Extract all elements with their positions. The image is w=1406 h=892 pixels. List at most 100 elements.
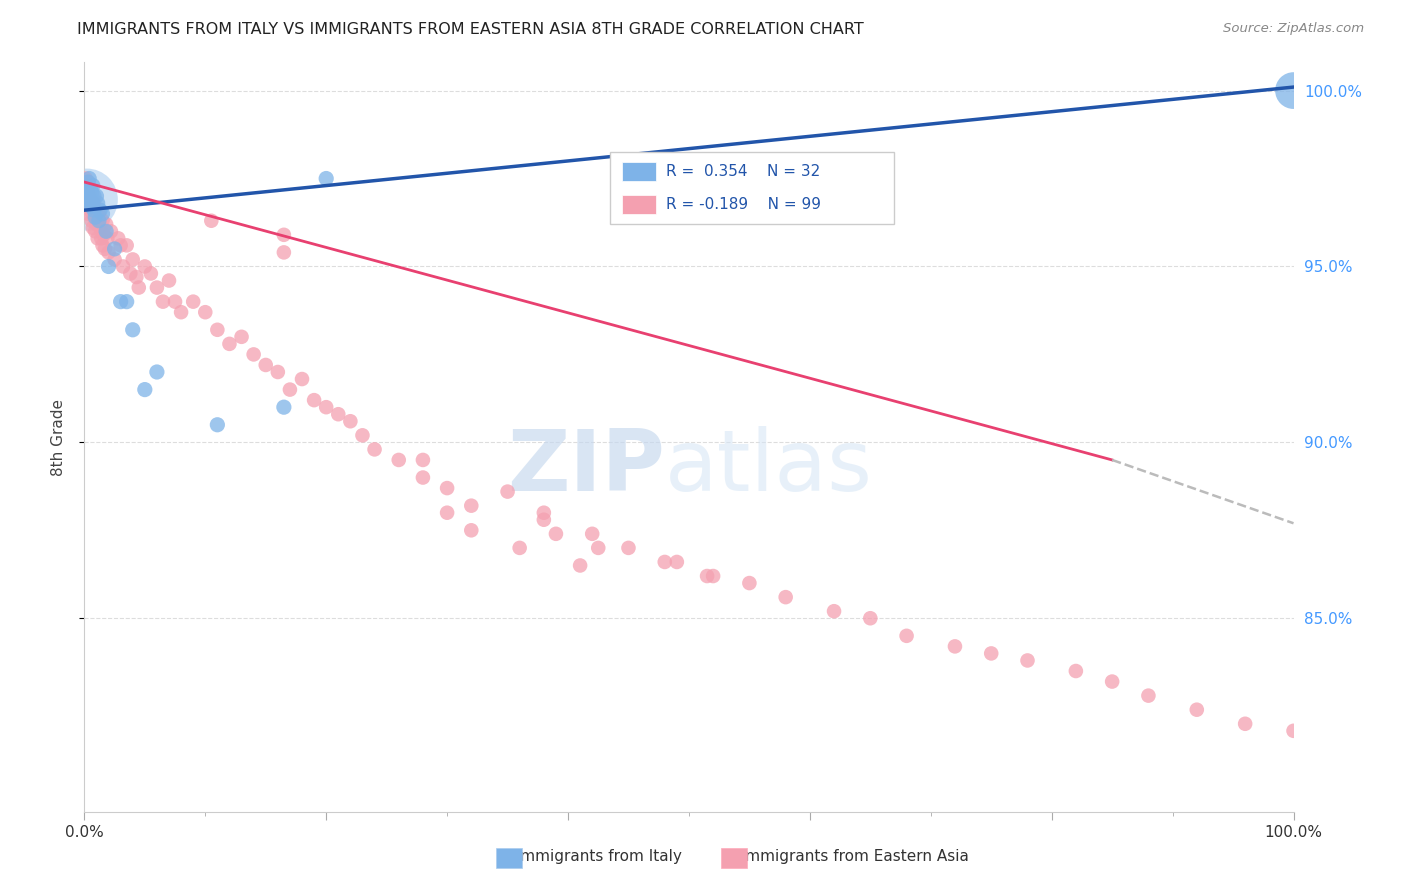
Point bbox=[617, 541, 640, 555]
Point bbox=[302, 393, 325, 408]
Point bbox=[83, 203, 105, 218]
Point bbox=[1064, 664, 1087, 678]
Point bbox=[157, 274, 180, 288]
Point bbox=[194, 305, 217, 319]
Text: Immigrants from Eastern Asia: Immigrants from Eastern Asia bbox=[731, 849, 969, 863]
Point bbox=[654, 555, 676, 569]
Point bbox=[1017, 653, 1039, 667]
Point bbox=[110, 294, 132, 309]
Text: ZIP: ZIP bbox=[508, 425, 665, 508]
Point bbox=[533, 513, 555, 527]
Point bbox=[412, 453, 434, 467]
Point bbox=[107, 231, 129, 245]
Point bbox=[110, 238, 132, 252]
Point bbox=[181, 294, 204, 309]
Point bbox=[93, 227, 115, 242]
Point bbox=[77, 189, 100, 203]
Point bbox=[436, 506, 458, 520]
Point bbox=[134, 383, 156, 397]
Point bbox=[170, 305, 193, 319]
Point bbox=[291, 372, 314, 386]
Y-axis label: 8th Grade: 8th Grade bbox=[51, 399, 66, 475]
Point bbox=[1282, 84, 1305, 98]
Point bbox=[121, 252, 143, 267]
Point bbox=[267, 365, 290, 379]
Point bbox=[775, 590, 797, 604]
Point bbox=[128, 280, 150, 294]
Point bbox=[76, 193, 98, 207]
Point bbox=[97, 260, 120, 274]
Point bbox=[254, 358, 277, 372]
Point bbox=[125, 270, 148, 285]
Point bbox=[87, 207, 110, 221]
Text: IMMIGRANTS FROM ITALY VS IMMIGRANTS FROM EASTERN ASIA 8TH GRADE CORRELATION CHAR: IMMIGRANTS FROM ITALY VS IMMIGRANTS FROM… bbox=[77, 22, 865, 37]
Point bbox=[1234, 716, 1257, 731]
Point bbox=[80, 213, 103, 227]
Point bbox=[91, 213, 114, 227]
Bar bbox=[623, 195, 657, 214]
Text: Immigrants from Italy: Immigrants from Italy bbox=[506, 849, 682, 863]
Point bbox=[79, 193, 101, 207]
Point bbox=[77, 196, 100, 211]
Point bbox=[509, 541, 531, 555]
Point bbox=[696, 569, 718, 583]
Point bbox=[80, 200, 103, 214]
Point bbox=[115, 294, 138, 309]
Point bbox=[218, 336, 240, 351]
Point bbox=[496, 484, 519, 499]
Point bbox=[1101, 674, 1123, 689]
Point bbox=[859, 611, 882, 625]
Point bbox=[315, 171, 337, 186]
Point bbox=[86, 217, 108, 231]
Point bbox=[75, 171, 97, 186]
Point bbox=[76, 196, 98, 211]
Point bbox=[569, 558, 592, 573]
Point bbox=[84, 211, 107, 225]
Point bbox=[328, 407, 350, 421]
Point bbox=[104, 252, 127, 267]
Point bbox=[77, 171, 100, 186]
Point bbox=[1185, 703, 1208, 717]
Point bbox=[823, 604, 845, 618]
Point bbox=[83, 211, 105, 225]
Point bbox=[80, 186, 103, 200]
Point bbox=[388, 453, 411, 467]
Point bbox=[86, 231, 108, 245]
Point bbox=[544, 526, 567, 541]
Point bbox=[533, 506, 555, 520]
Point bbox=[79, 203, 101, 218]
Point bbox=[207, 417, 229, 432]
Point bbox=[84, 224, 107, 238]
Point bbox=[273, 227, 295, 242]
Point bbox=[200, 213, 222, 227]
Point bbox=[77, 189, 100, 203]
Point bbox=[94, 217, 117, 231]
Point bbox=[100, 224, 122, 238]
Point bbox=[139, 267, 162, 281]
Point bbox=[460, 499, 482, 513]
Point bbox=[91, 207, 114, 221]
Point bbox=[121, 323, 143, 337]
Point bbox=[89, 220, 111, 235]
Point bbox=[104, 242, 127, 256]
Point bbox=[980, 647, 1002, 661]
Point bbox=[80, 200, 103, 214]
Point bbox=[1137, 689, 1160, 703]
Point bbox=[86, 207, 108, 221]
Point bbox=[146, 365, 169, 379]
Point bbox=[83, 196, 105, 211]
Point bbox=[91, 238, 114, 252]
Point bbox=[75, 193, 97, 207]
Text: atlas: atlas bbox=[665, 425, 873, 508]
Point bbox=[77, 182, 100, 196]
Point bbox=[94, 242, 117, 256]
Text: Source: ZipAtlas.com: Source: ZipAtlas.com bbox=[1223, 22, 1364, 36]
Point bbox=[315, 400, 337, 414]
Point bbox=[77, 175, 100, 189]
Point bbox=[82, 220, 104, 235]
Point bbox=[146, 280, 169, 294]
Point bbox=[82, 178, 104, 193]
Point bbox=[87, 213, 110, 227]
Point bbox=[231, 330, 253, 344]
Point bbox=[273, 245, 295, 260]
